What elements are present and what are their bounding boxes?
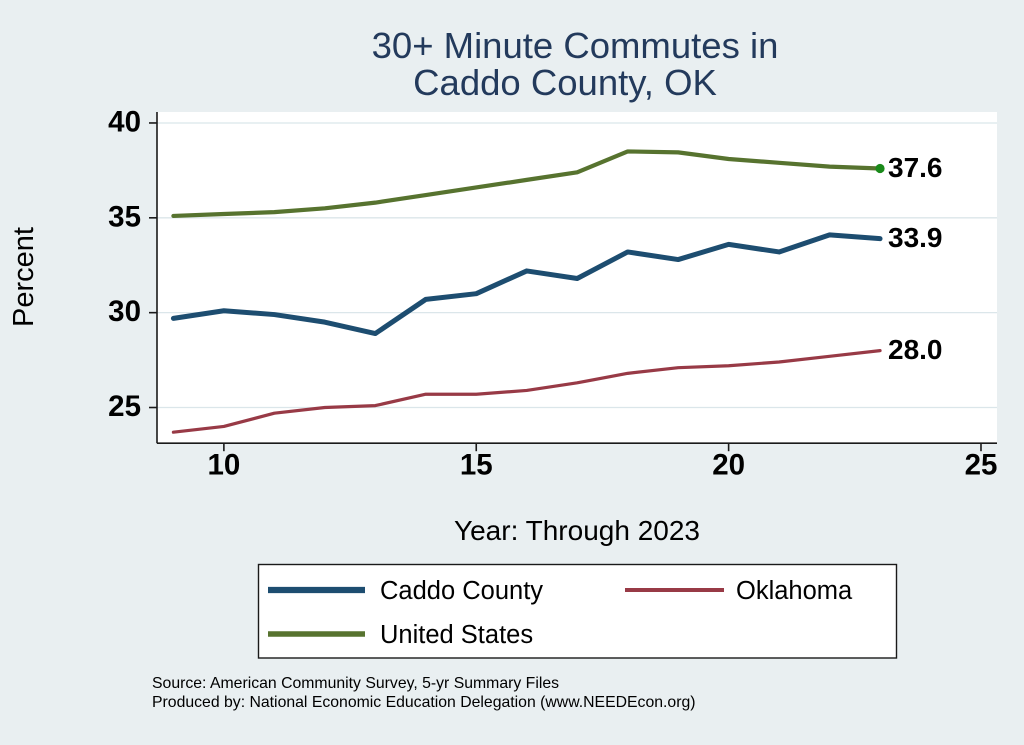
svg-text:United States: United States	[380, 621, 533, 649]
svg-text:40: 40	[108, 106, 141, 139]
svg-text:Caddo County: Caddo County	[380, 577, 543, 605]
svg-text:Source: American Community Sur: Source: American Community Survey, 5-yr …	[152, 675, 559, 692]
svg-text:20: 20	[712, 449, 745, 482]
svg-text:Produced by: National Economic: Produced by: National Economic Education…	[152, 694, 696, 711]
svg-text:Oklahoma: Oklahoma	[736, 577, 853, 605]
svg-text:Percent: Percent	[8, 227, 40, 327]
svg-text:35: 35	[108, 200, 141, 233]
svg-text:10: 10	[207, 449, 240, 482]
svg-text:30+ Minute Commutes in: 30+ Minute Commutes in	[372, 25, 779, 66]
svg-text:15: 15	[460, 449, 493, 482]
svg-text:33.9: 33.9	[888, 222, 943, 253]
svg-text:Year: Through 2023: Year: Through 2023	[454, 515, 700, 546]
svg-text:25: 25	[965, 449, 998, 482]
svg-text:30: 30	[108, 295, 141, 328]
svg-text:Caddo County, OK: Caddo County, OK	[413, 62, 717, 103]
svg-text:25: 25	[108, 390, 141, 423]
svg-text:28.0: 28.0	[888, 334, 943, 365]
svg-text:37.6: 37.6	[888, 152, 943, 183]
